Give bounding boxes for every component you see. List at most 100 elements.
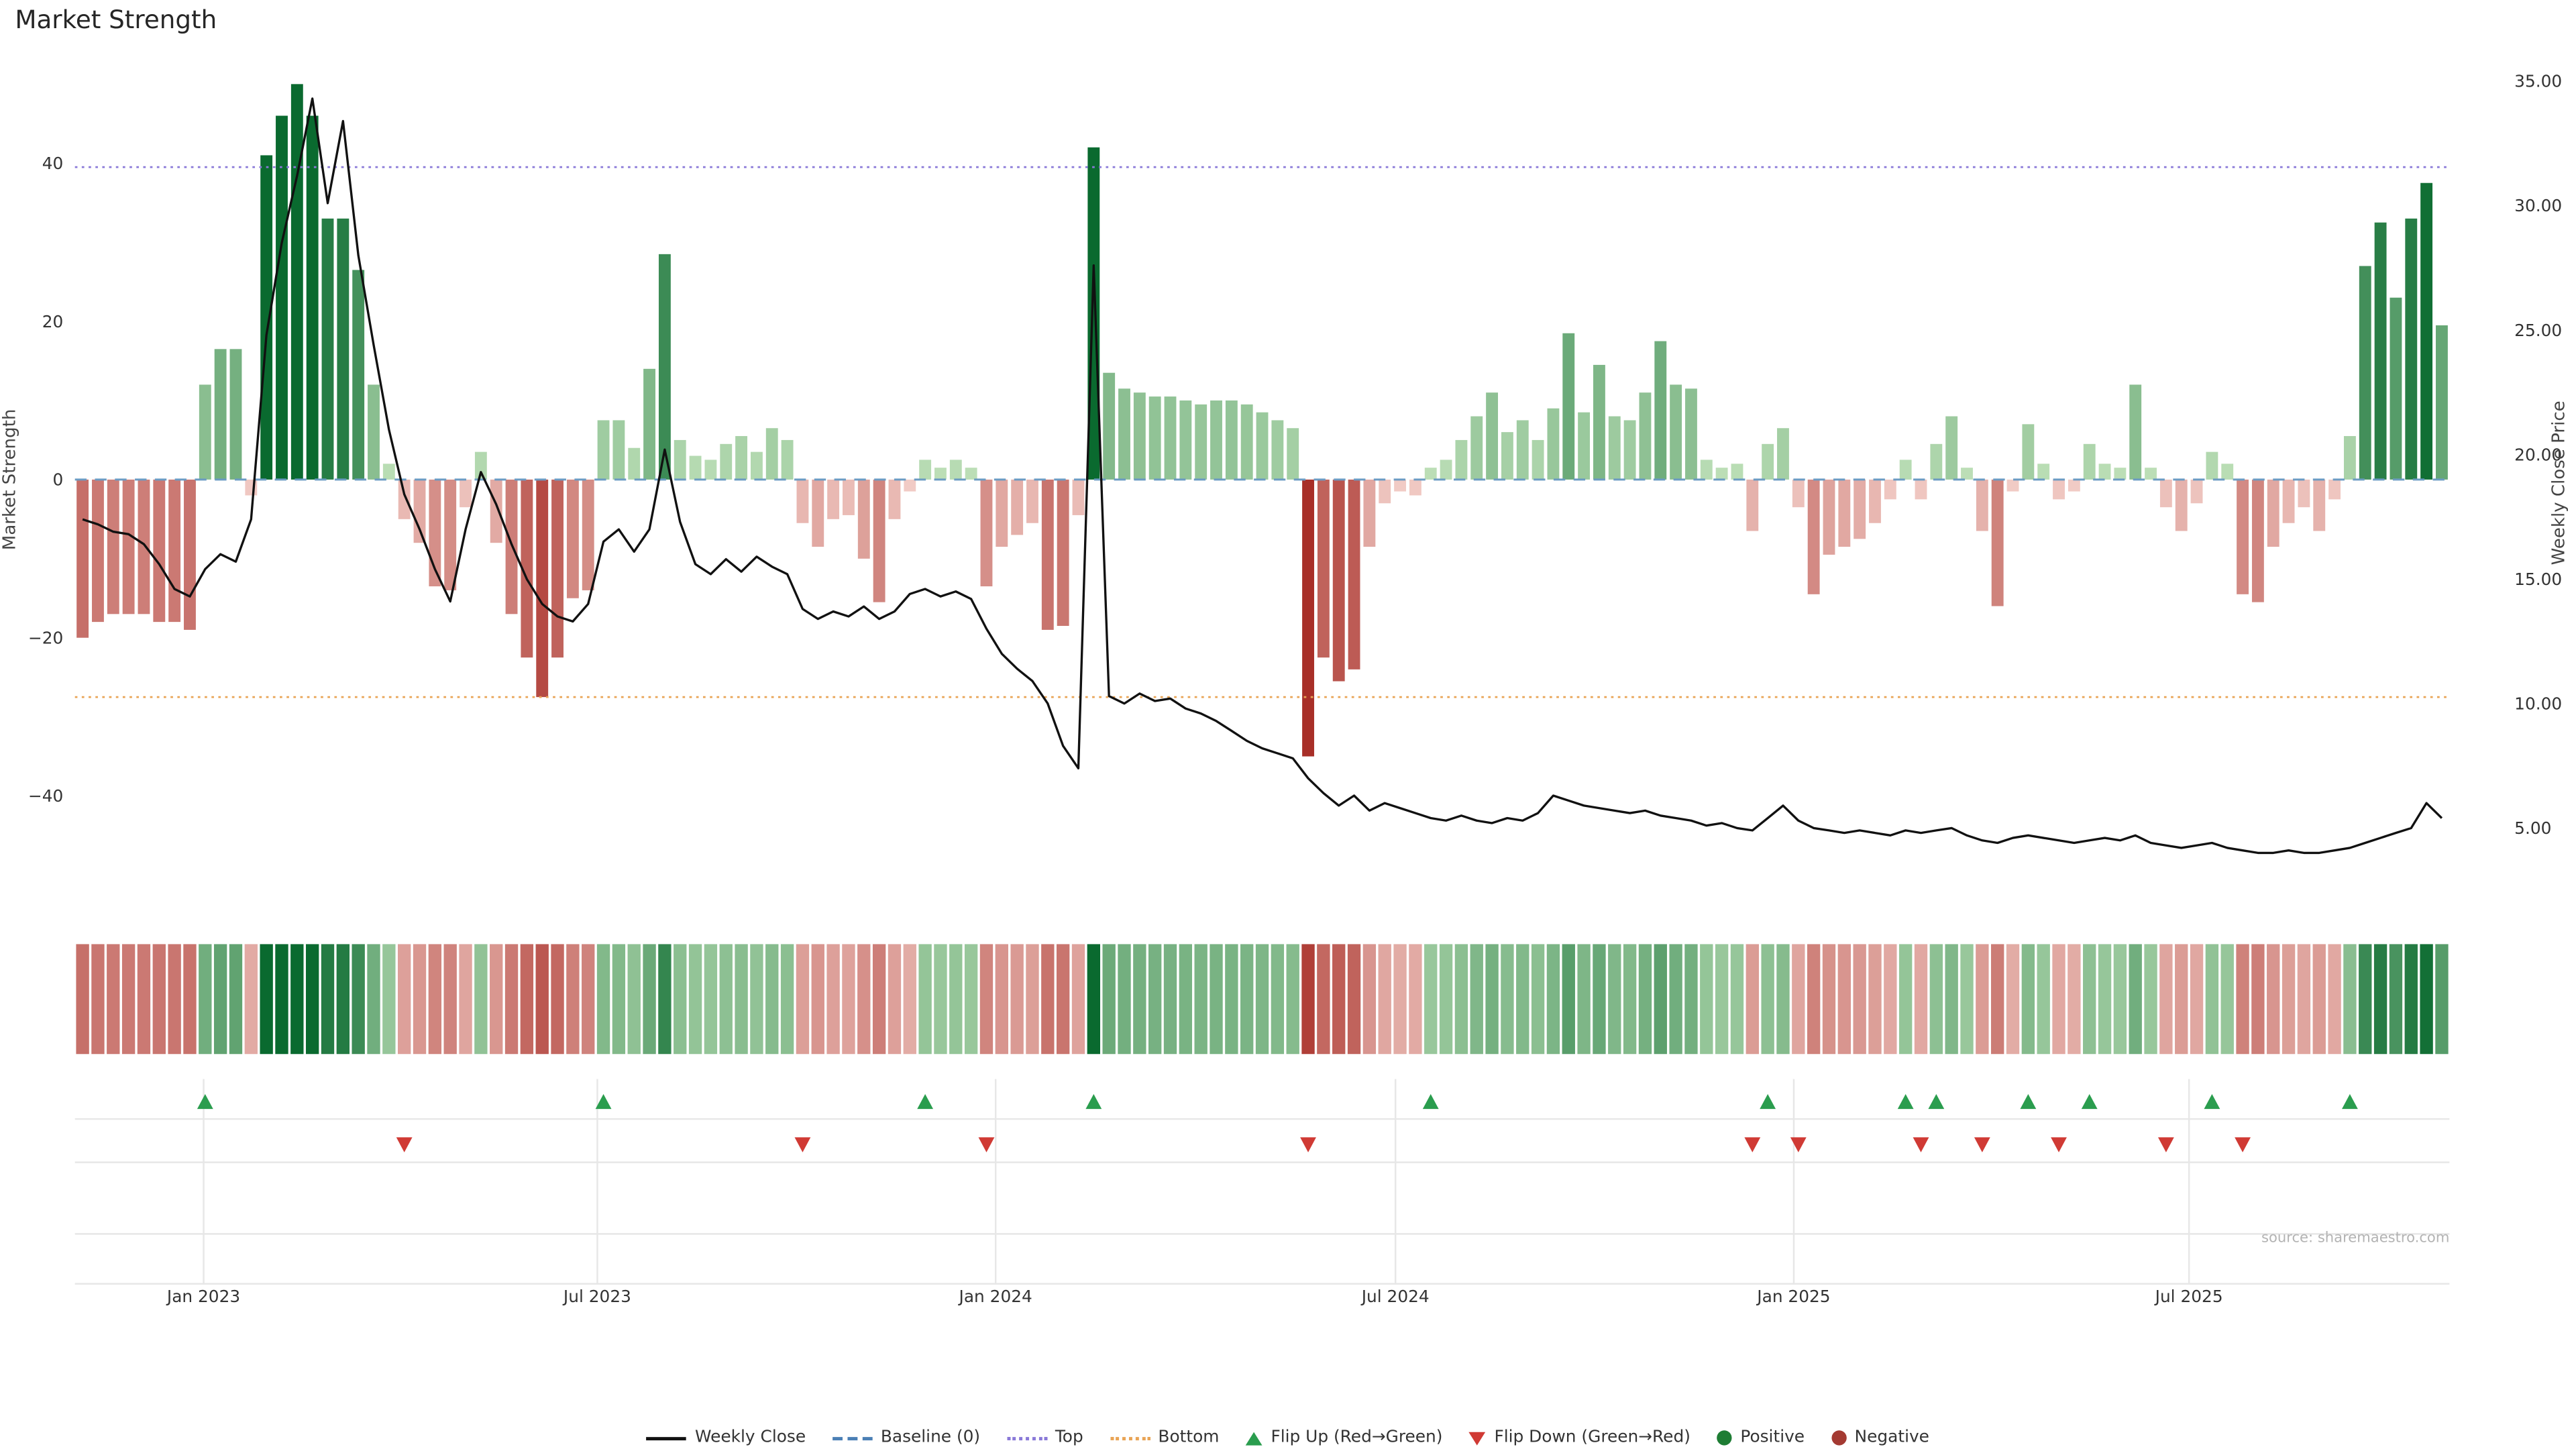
strength-bar: [1731, 464, 1743, 480]
legend-tri-down-icon: [1469, 1431, 1487, 1445]
heat-cell: [1822, 944, 1836, 1055]
strength-bar: [827, 479, 840, 519]
strength-bar: [796, 479, 809, 523]
strength-bar: [1057, 479, 1069, 627]
strength-bar: [1670, 384, 1682, 480]
heat-cell: [627, 944, 641, 1055]
strength-bar: [1869, 479, 1881, 523]
strength-bar: [1792, 479, 1805, 508]
strength-bar: [551, 479, 564, 658]
flip-down-marker: [2235, 1137, 2251, 1152]
strength-bar: [904, 479, 916, 492]
strength-bar: [1103, 372, 1116, 480]
strength-bar: [612, 420, 625, 480]
strength-bar: [321, 218, 334, 480]
strength-bar: [2129, 384, 2142, 480]
heat-cell: [979, 944, 994, 1055]
x-axis-tick: Jul 2024: [1360, 1287, 1430, 1306]
heat-cell: [750, 944, 763, 1055]
heat-cell: [1976, 944, 1989, 1055]
strength-bar: [980, 479, 993, 587]
heat-cell: [888, 944, 902, 1055]
heat-cell: [1133, 944, 1146, 1055]
flip-up-marker: [1760, 1093, 1776, 1110]
heat-cell: [582, 944, 595, 1055]
strength-bar: [122, 479, 135, 614]
strength-bar: [934, 468, 947, 480]
strength-bar: [1639, 392, 1652, 480]
heat-cell: [796, 944, 810, 1055]
heat-cell: [1776, 944, 1790, 1055]
heat-cell: [1837, 944, 1851, 1055]
strength-bar: [765, 428, 778, 480]
strength-bar: [949, 460, 962, 480]
heat-cell: [1317, 944, 1330, 1055]
legend-item: Top: [1006, 1429, 1083, 1447]
strength-bar: [1486, 392, 1499, 480]
x-axis-tick: Jan 2025: [1756, 1287, 1830, 1306]
heat-cell: [612, 944, 626, 1055]
heat-cell: [2267, 944, 2280, 1055]
strength-bar: [306, 115, 319, 480]
strength-bar: [290, 84, 303, 480]
right-axis-tick: 35.00: [2514, 72, 2562, 91]
heat-cell: [1240, 944, 1254, 1055]
heat-cell: [719, 944, 733, 1055]
heat-cell: [2052, 944, 2065, 1055]
left-axis-title: Market Strength: [0, 409, 19, 551]
legend-item: Flip Down (Green→Red): [1469, 1429, 1690, 1447]
strength-bar: [781, 439, 794, 480]
heat-cell: [1286, 944, 1299, 1055]
strength-bar: [1424, 468, 1437, 480]
strength-bar: [1915, 479, 1927, 500]
legend-item: Bottom: [1110, 1429, 1219, 1447]
strength-bar: [1118, 388, 1130, 480]
heat-cell: [566, 944, 580, 1055]
heat-cell: [1669, 944, 1682, 1055]
strength-bar: [2251, 479, 2264, 602]
page-title: Market Strength: [15, 5, 217, 36]
heat-cell: [1593, 944, 1606, 1055]
legend-circle-icon: [1717, 1430, 1732, 1446]
heat-cell: [688, 944, 702, 1055]
strength-bar: [1409, 479, 1421, 496]
strength-bar: [92, 479, 104, 623]
flip-up-marker: [1422, 1093, 1439, 1110]
x-axis-tick: Jul 2023: [562, 1287, 631, 1306]
left-axis-tick: 40: [42, 154, 64, 173]
strength-bar: [2206, 451, 2218, 480]
heat-cell: [1118, 944, 1131, 1055]
strength-bar: [1133, 392, 1146, 480]
flip-down-marker: [1974, 1137, 1990, 1152]
heat-cell: [995, 944, 1008, 1055]
heat-cell: [2282, 944, 2296, 1055]
strength-bar: [1593, 364, 1605, 480]
heat-cell: [336, 944, 350, 1055]
heat-cell: [780, 944, 794, 1055]
strength-bar: [2159, 479, 2172, 508]
strength-bar: [1317, 479, 1330, 658]
heat-cell: [1347, 944, 1361, 1055]
heat-cell: [2144, 944, 2157, 1055]
heat-cell: [1332, 944, 1346, 1055]
x-axis-tick: Jul 2025: [2154, 1287, 2223, 1306]
heat-cell: [2220, 944, 2234, 1055]
right-axis-tick: 5.00: [2514, 818, 2551, 838]
heat-cell: [2037, 944, 2050, 1055]
heat-cell: [1271, 944, 1285, 1055]
heat-cell: [704, 944, 718, 1055]
heat-cell: [2205, 944, 2219, 1055]
heat-cell: [658, 944, 672, 1055]
strength-bar: [1026, 479, 1038, 523]
strength-bar: [888, 479, 901, 519]
strength-bar: [1072, 479, 1085, 515]
strength-bar: [184, 479, 196, 630]
flip-down-marker: [396, 1137, 413, 1152]
strength-bar: [1225, 400, 1238, 480]
strength-bar: [1179, 400, 1192, 480]
strength-bar: [566, 479, 579, 598]
strength-bar: [1287, 428, 1299, 480]
strength-bar: [1501, 432, 1513, 480]
heat-cell: [2373, 944, 2387, 1055]
